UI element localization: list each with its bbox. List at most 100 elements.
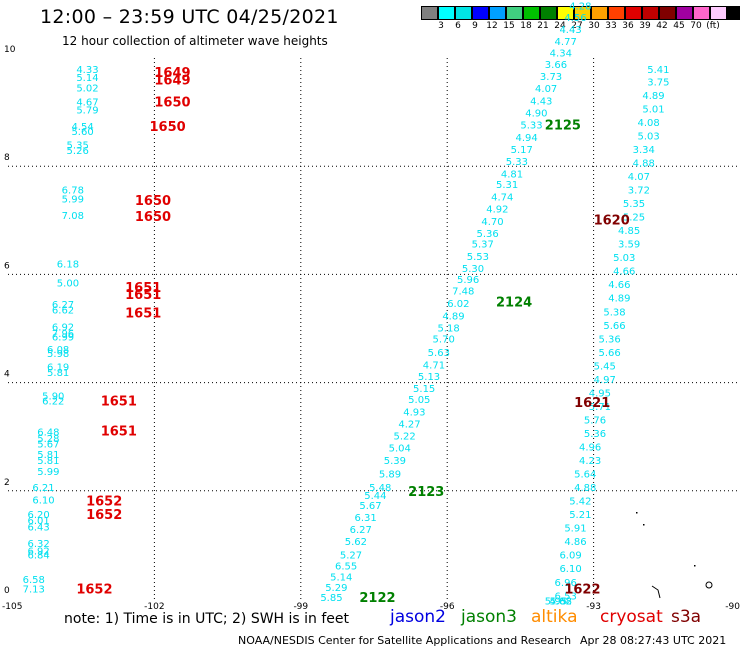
swh-value: 6.22 xyxy=(42,397,64,408)
x-tick-label: -99 xyxy=(293,602,308,612)
swh-value: 6.99 xyxy=(52,333,74,344)
swh-value: 5.37 xyxy=(472,240,494,251)
legend-label: 15 xyxy=(503,21,515,31)
track-id-label: 1651 xyxy=(125,288,161,303)
legend-swatch xyxy=(506,6,523,20)
legend-swatch xyxy=(625,6,642,20)
swh-value: 5.35 xyxy=(623,199,645,210)
track-id-label: 1651 xyxy=(125,281,161,296)
swh-value: 5.01 xyxy=(642,104,664,115)
swh-value: 4.07 xyxy=(628,172,650,183)
swh-value: 5.13 xyxy=(418,372,440,383)
swh-value: 6.18 xyxy=(57,260,79,271)
swh-value: 6.10 xyxy=(32,496,54,507)
credit-line: NOAA/NESDIS Center for Satellite Applica… xyxy=(238,634,572,647)
track-id-label: 1651 xyxy=(101,424,137,439)
swh-value: 5.66 xyxy=(603,321,625,332)
legend-label: 12 xyxy=(486,21,498,31)
swh-value: 5.48 xyxy=(369,483,391,494)
swh-value: 5.05 xyxy=(408,395,430,406)
swh-value: 4.74 xyxy=(491,193,513,204)
swh-value: 4.81 xyxy=(501,169,523,180)
track-id-label: 1651 xyxy=(101,395,137,410)
legend-label: 36 xyxy=(622,21,634,31)
legend-label: 33 xyxy=(605,21,617,31)
swh-value: 6.01 xyxy=(28,516,50,527)
track-id-label: 1650 xyxy=(150,120,186,135)
swh-value: 4.88 xyxy=(550,597,572,608)
swh-value: 4.43 xyxy=(530,96,552,107)
y-tick-label: 0 xyxy=(4,586,10,596)
swh-value: 5.71 xyxy=(589,402,611,413)
swh-value: 4.43 xyxy=(559,25,581,36)
swh-value: 5.15 xyxy=(413,384,435,395)
track-id-label: 2122 xyxy=(359,591,395,606)
swh-value: 3.73 xyxy=(540,72,562,83)
swh-value: 3.66 xyxy=(545,60,567,71)
track-id-label: 1650 xyxy=(135,194,171,209)
swh-value: 5.03 xyxy=(613,253,635,264)
satellite-legend-s3a: s3a xyxy=(671,607,702,627)
swh-value: 7.48 xyxy=(452,287,474,298)
legend-swatch xyxy=(438,6,455,20)
track-id-label: 2124 xyxy=(496,296,532,311)
swh-value: 5.63 xyxy=(428,348,450,359)
island xyxy=(705,581,713,589)
swh-value: 4.88 xyxy=(633,158,655,169)
swh-value: 5.38 xyxy=(603,307,625,318)
legend-swatch xyxy=(676,6,693,20)
swh-value: 5.36 xyxy=(476,229,498,240)
swh-value: 5.89 xyxy=(379,470,401,481)
swh-value: 5.14 xyxy=(330,572,352,583)
track-id-label: 1650 xyxy=(154,95,190,110)
swh-value: 5.76 xyxy=(584,415,606,426)
swh-value: 4.67 xyxy=(76,97,98,108)
swh-value: 4.93 xyxy=(403,407,425,418)
swh-value: 5.00 xyxy=(57,279,79,290)
swh-value: 4.71 xyxy=(423,360,445,371)
swh-value: 5.99 xyxy=(37,467,59,478)
swh-value: 6.21 xyxy=(32,483,54,494)
swh-value: 6.43 xyxy=(28,523,50,534)
swh-value: 3.59 xyxy=(618,240,640,251)
swh-value: 5.21 xyxy=(569,510,591,521)
swh-value: 6.08 xyxy=(47,345,69,356)
track-id-label: 1622 xyxy=(564,582,600,597)
swh-value: 4.27 xyxy=(398,419,420,430)
legend-swatch xyxy=(693,6,710,20)
swh-value: 5.85 xyxy=(320,593,342,604)
x-tick-label: -90 xyxy=(725,602,740,612)
legend-label: 6 xyxy=(455,21,461,31)
swh-value: 5.66 xyxy=(598,348,620,359)
swh-value: 4.34 xyxy=(550,49,572,60)
swh-value: 4.08 xyxy=(638,118,660,129)
swh-value: 5.81 xyxy=(47,368,69,379)
legend-swatch xyxy=(574,6,591,20)
legend-swatch xyxy=(557,6,574,20)
swh-value: 4.56 xyxy=(564,13,586,24)
legend-label: 30 xyxy=(588,21,600,31)
swh-value: 4.07 xyxy=(535,84,557,95)
swh-value: 4.89 xyxy=(608,294,630,305)
swh-value: 5.22 xyxy=(394,432,416,443)
swh-value: 4.90 xyxy=(525,109,547,120)
x-tick-label: -93 xyxy=(586,602,601,612)
island xyxy=(643,524,645,526)
swh-value: 5.81 xyxy=(37,450,59,461)
satellite-legend-altika: altika xyxy=(531,607,578,627)
swh-value: 5.14 xyxy=(76,73,98,84)
swh-value: 5.29 xyxy=(325,583,347,594)
color-legend xyxy=(421,6,740,20)
track-id-label: 1649 xyxy=(154,74,190,89)
swh-value: 4.96 xyxy=(579,443,601,454)
swh-value: 4.89 xyxy=(442,312,464,323)
swh-value: 4.88 xyxy=(574,483,596,494)
swh-value: 6.78 xyxy=(62,186,84,197)
swh-value: 5.33 xyxy=(520,121,542,132)
legend-label: 42 xyxy=(656,21,668,31)
swh-value: 4.85 xyxy=(618,226,640,237)
swh-value: 5.67 xyxy=(359,501,381,512)
swh-value: 6.32 xyxy=(28,539,50,550)
satellite-legend-jason2: jason2 xyxy=(390,607,446,627)
swh-value: 4.66 xyxy=(608,280,630,291)
